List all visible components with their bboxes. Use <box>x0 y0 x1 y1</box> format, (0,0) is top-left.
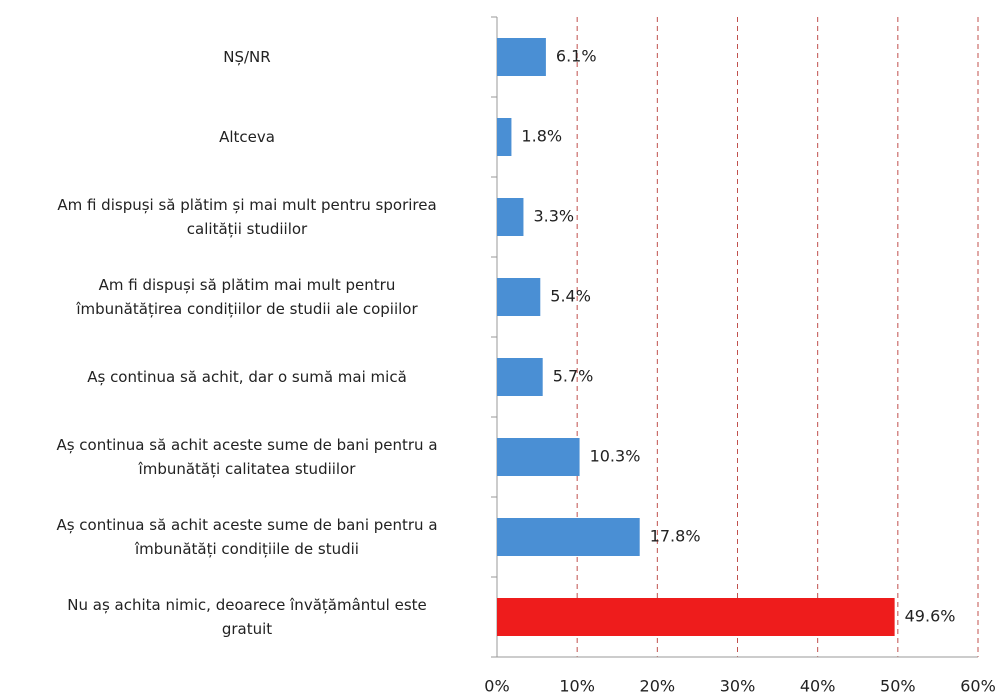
y-tick-label: Am fi dispuși să plătim mai mult pentru … <box>76 276 418 318</box>
bar <box>497 598 895 636</box>
value-label: 3.3% <box>533 207 574 226</box>
y-tick-label: Am fi dispuși să plătim și mai mult pent… <box>57 196 437 238</box>
x-tick-label: 20% <box>640 677 676 696</box>
x-tick-label: 40% <box>800 677 836 696</box>
x-tick-label: 0% <box>484 677 509 696</box>
bar <box>497 358 543 396</box>
x-tick-label: 50% <box>880 677 916 696</box>
bar <box>497 278 541 316</box>
value-label: 17.8% <box>650 527 701 546</box>
bar <box>497 518 640 556</box>
bar <box>497 438 580 476</box>
value-label: 10.3% <box>590 447 641 466</box>
value-label: 6.1% <box>556 47 597 66</box>
y-tick-label: Aș continua să achit, dar o sumă mai mic… <box>87 368 407 386</box>
x-tick-label: 60% <box>960 677 996 696</box>
y-tick-label: Nu aș achita nimic, deoarece învățământu… <box>67 596 427 638</box>
bar <box>497 38 546 76</box>
y-tick-label: NȘ/NR <box>223 48 271 66</box>
x-tick-label: 10% <box>559 677 595 696</box>
value-label: 5.7% <box>553 367 594 386</box>
y-tick-label: Altceva <box>219 128 275 146</box>
y-tick-label: Aș continua să achit aceste sume de bani… <box>56 516 438 558</box>
bar <box>497 198 524 236</box>
value-label: 1.8% <box>521 127 562 146</box>
x-tick-label: 30% <box>720 677 756 696</box>
value-label: 49.6% <box>905 607 956 626</box>
value-label: 5.4% <box>550 287 591 306</box>
y-tick-label: Aș continua să achit aceste sume de bani… <box>56 436 438 478</box>
bar <box>497 118 512 156</box>
